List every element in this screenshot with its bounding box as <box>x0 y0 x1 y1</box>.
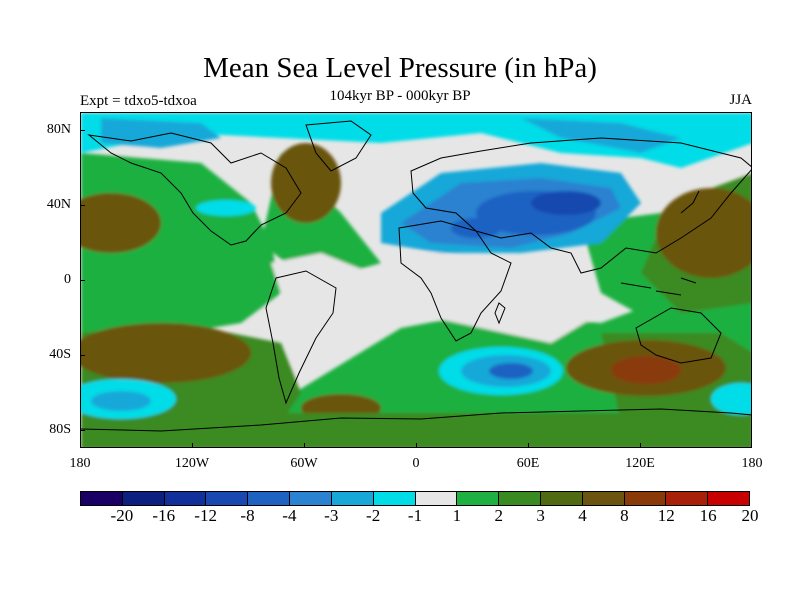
coastline-north-america <box>87 132 302 246</box>
lat-label: 0 <box>64 272 71 287</box>
lat-label: 40N <box>46 197 71 212</box>
season-label: JJA <box>729 92 752 108</box>
negative-anomaly-core <box>451 218 501 238</box>
y-tick <box>80 355 85 356</box>
colorbar-swatch <box>373 492 416 505</box>
colorbar-label: -8 <box>240 506 255 525</box>
experiment-label: Expt = tdxo5-tdxoa <box>80 93 197 109</box>
colorbar-swatch <box>164 492 207 505</box>
colorbar-swatch <box>540 492 583 505</box>
colorbar-label: 4 <box>578 506 587 525</box>
coastline-japan <box>680 190 700 214</box>
colorbar-swatch <box>290 492 332 505</box>
colorbar-label: -16 <box>152 506 176 525</box>
coastline-antarctica <box>81 408 751 432</box>
colorbar <box>80 491 750 506</box>
negative-anomaly-region <box>196 200 256 216</box>
lon-label: 60E <box>516 456 540 471</box>
colorbar-swatch <box>206 492 249 505</box>
positive-anomaly-core <box>271 143 341 223</box>
negative-anomaly-region <box>711 383 751 415</box>
negative-anomaly-region <box>521 118 681 153</box>
lat-label: 40S <box>49 347 71 362</box>
colorbar-swatch <box>415 492 458 505</box>
colorbar-swatch <box>624 492 667 505</box>
colorbar-label: -4 <box>282 506 297 525</box>
coastline-south-america <box>265 270 337 405</box>
colorbar-label: 12 <box>657 506 675 525</box>
coastline-eurasia <box>410 137 751 274</box>
positive-anomaly-core <box>611 356 681 384</box>
neutral-region <box>381 253 601 343</box>
plot-subtitle: 104kyr BP - 000kyr BP <box>329 88 471 104</box>
colorbar-swatch <box>248 492 291 505</box>
negative-anomaly-core <box>531 191 601 215</box>
colorbar-swatch <box>457 492 500 505</box>
negative-anomaly-region <box>91 391 151 411</box>
y-tick <box>80 280 85 281</box>
lon-label: 120W <box>174 456 210 471</box>
colorbar-swatch <box>499 492 541 505</box>
y-tick <box>80 130 85 131</box>
positive-anomaly-core <box>656 188 751 278</box>
x-tick <box>416 443 417 448</box>
lon-label: 0 <box>412 456 420 471</box>
colorbar-swatch <box>666 492 709 505</box>
colorbar-label: -20 <box>110 506 134 525</box>
lat-label: 80N <box>46 122 71 137</box>
lon-label: 120E <box>625 456 655 471</box>
y-tick <box>80 430 85 431</box>
lon-label: 60W <box>290 456 318 471</box>
positive-anomaly-core <box>81 323 251 383</box>
colorbar-label: -12 <box>194 506 217 525</box>
coastline-indonesia <box>620 277 697 296</box>
coastline-australia <box>635 307 722 364</box>
colorbar-swatch <box>122 492 165 505</box>
negative-anomaly-core <box>489 363 533 379</box>
x-tick <box>528 443 529 448</box>
colorbar-label: 3 <box>536 506 545 525</box>
lat-label: 80S <box>49 422 71 437</box>
x-tick <box>192 443 193 448</box>
colorbar-label: -1 <box>407 506 423 525</box>
colorbar-swatch <box>582 492 625 505</box>
plot-title: Mean Sea Level Pressure (in hPa) <box>203 52 597 84</box>
colorbar-label: 16 <box>699 506 717 525</box>
colorbar-label: 20 <box>741 506 759 525</box>
colorbar-swatch <box>81 492 123 505</box>
x-tick <box>304 443 305 448</box>
colorbar-label: 1 <box>452 506 462 525</box>
positive-anomaly-core <box>81 193 161 253</box>
coastline-greenland <box>305 120 372 172</box>
neutral-region <box>271 253 381 343</box>
colorbar-label: -2 <box>366 506 381 525</box>
colorbar-swatch <box>708 492 749 505</box>
lon-label: 180 <box>69 456 91 471</box>
colorbar-label: 2 <box>494 506 504 525</box>
coastline-madagascar <box>494 302 506 325</box>
x-tick <box>640 443 641 448</box>
colorbar-label: 8 <box>620 506 629 525</box>
lon-label: 180 <box>741 456 763 471</box>
y-tick <box>80 205 85 206</box>
colorbar-swatch <box>331 492 374 505</box>
colorbar-label: -3 <box>324 506 339 525</box>
coastline-africa <box>398 220 512 342</box>
pressure-anomaly-map <box>80 112 752 448</box>
